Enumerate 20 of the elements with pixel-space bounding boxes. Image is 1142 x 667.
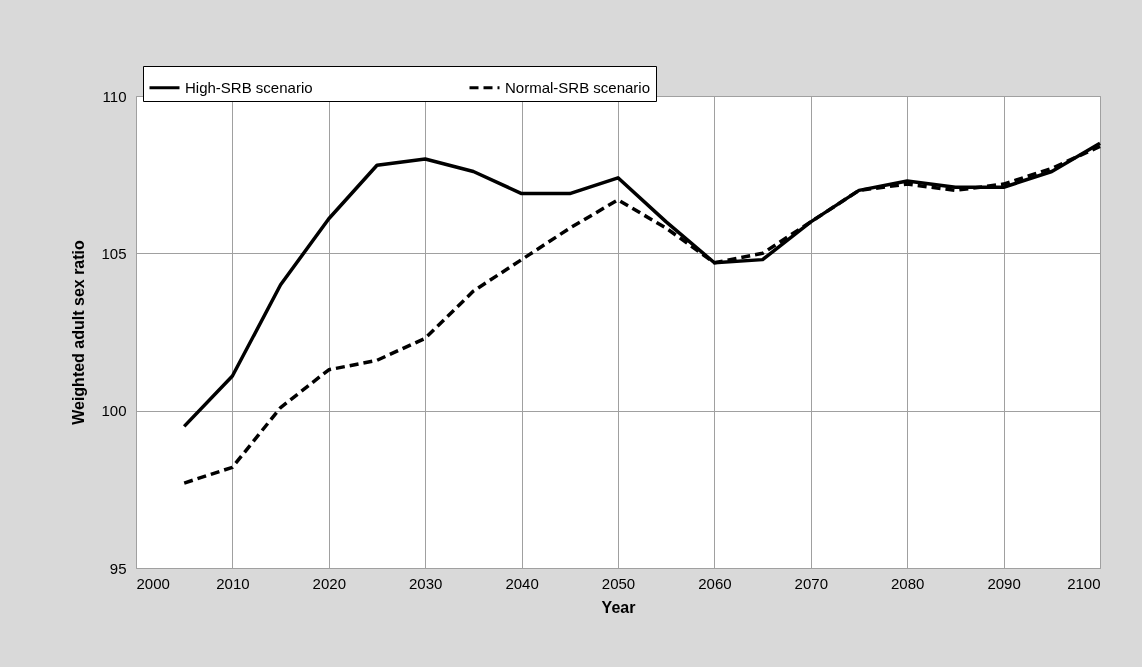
y-tick-label: 110 [102, 87, 127, 105]
x-tick-label: 2010 [216, 574, 250, 592]
x-tick-label: 2100 [1067, 574, 1101, 592]
x-tick-label: 2020 [312, 574, 346, 592]
x-tick-label: 2060 [698, 574, 732, 592]
x-tick-label: 2000 [136, 574, 170, 592]
x-tick-label: 2030 [409, 574, 443, 592]
x-tick-label: 2040 [505, 574, 539, 592]
x-tick-label: 2090 [987, 574, 1021, 592]
legend-label: Normal-SRB scenario [505, 78, 651, 96]
x-tick-label: 2070 [794, 574, 828, 592]
x-axis-title: Year [601, 598, 636, 616]
legend-label: High-SRB scenario [185, 78, 313, 96]
y-tick-label: 95 [109, 559, 127, 577]
line-series [182, 144, 1102, 485]
x-tick-label: 2050 [601, 574, 636, 592]
y-axis-title: Weighted adult sex ratio [70, 239, 88, 425]
y-tick-label: 105 [101, 244, 127, 262]
y-tick-label: 100 [101, 402, 127, 420]
x-tick-label: 2080 [891, 574, 925, 592]
